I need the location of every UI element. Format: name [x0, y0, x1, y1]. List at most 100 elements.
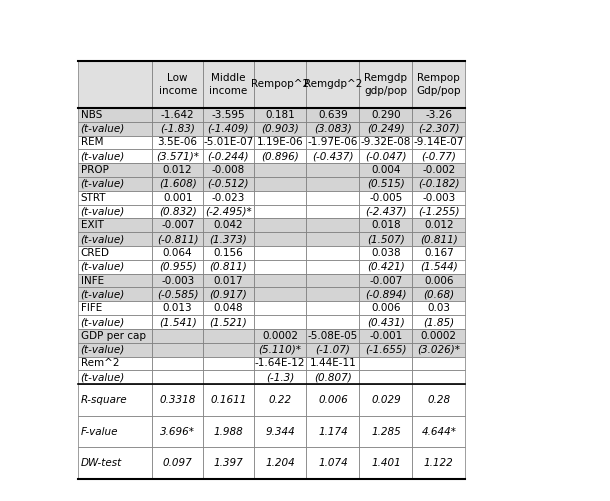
Text: (1.541): (1.541): [159, 317, 196, 327]
Bar: [77, 122, 152, 136]
Bar: [359, 191, 412, 204]
Bar: [152, 163, 203, 177]
Text: (-0.894): (-0.894): [365, 290, 407, 300]
Text: (-1.409): (-1.409): [207, 124, 249, 134]
Text: Low
income: Low income: [159, 73, 197, 96]
Bar: [203, 315, 254, 329]
Bar: [412, 384, 465, 416]
Bar: [412, 108, 465, 122]
Bar: [306, 329, 359, 343]
Text: Rempop
Gdp/pop: Rempop Gdp/pop: [417, 73, 461, 96]
Bar: [152, 301, 203, 315]
Bar: [77, 329, 152, 343]
Text: (-0.437): (-0.437): [312, 151, 354, 161]
Bar: [359, 232, 412, 246]
Bar: [359, 177, 412, 191]
Bar: [77, 246, 152, 260]
Text: (0.249): (0.249): [367, 124, 405, 134]
Bar: [203, 447, 254, 479]
Text: -3.26: -3.26: [425, 110, 453, 120]
Text: 1.401: 1.401: [371, 458, 401, 468]
Bar: [359, 447, 412, 479]
Bar: [254, 416, 306, 447]
Text: -3.595: -3.595: [212, 110, 245, 120]
Text: (0.807): (0.807): [314, 372, 352, 382]
Bar: [203, 246, 254, 260]
Bar: [152, 288, 203, 301]
Bar: [77, 315, 152, 329]
Bar: [254, 218, 306, 232]
Bar: [412, 204, 465, 218]
Bar: [254, 301, 306, 315]
Bar: [359, 108, 412, 122]
Bar: [254, 232, 306, 246]
Text: -0.002: -0.002: [422, 165, 456, 175]
Bar: [412, 163, 465, 177]
Text: 1.988: 1.988: [214, 427, 243, 436]
Text: 0.28: 0.28: [427, 395, 450, 405]
Text: EXIT: EXIT: [81, 220, 103, 230]
Bar: [152, 447, 203, 479]
Text: (3.083): (3.083): [314, 124, 352, 134]
Bar: [77, 416, 152, 447]
Bar: [412, 357, 465, 370]
Text: 0.012: 0.012: [163, 165, 193, 175]
Text: (3.571)*: (3.571)*: [156, 151, 199, 161]
Text: -0.003: -0.003: [161, 276, 194, 286]
Text: 0.017: 0.017: [214, 276, 243, 286]
Bar: [306, 315, 359, 329]
Text: PROP: PROP: [81, 165, 109, 175]
Text: 0.064: 0.064: [163, 248, 193, 258]
Text: (t-value): (t-value): [81, 234, 125, 244]
Bar: [203, 122, 254, 136]
Bar: [359, 260, 412, 274]
Text: (t-value): (t-value): [81, 262, 125, 272]
Bar: [306, 447, 359, 479]
Bar: [359, 416, 412, 447]
Text: (0.955): (0.955): [159, 262, 196, 272]
Text: FIFE: FIFE: [81, 303, 102, 313]
Bar: [77, 232, 152, 246]
Bar: [306, 384, 359, 416]
Text: Rempop^2: Rempop^2: [251, 80, 309, 89]
Bar: [412, 232, 465, 246]
Bar: [306, 177, 359, 191]
Text: (1.373): (1.373): [209, 234, 247, 244]
Text: 1.204: 1.204: [265, 458, 295, 468]
Bar: [152, 343, 203, 357]
Text: CRED: CRED: [81, 248, 110, 258]
Bar: [359, 163, 412, 177]
Text: 0.006: 0.006: [424, 276, 454, 286]
Bar: [306, 301, 359, 315]
Bar: [359, 61, 412, 108]
Text: 0.097: 0.097: [163, 458, 193, 468]
Bar: [77, 274, 152, 288]
Bar: [203, 177, 254, 191]
Text: 0.1611: 0.1611: [210, 395, 246, 405]
Bar: [359, 204, 412, 218]
Bar: [412, 288, 465, 301]
Bar: [77, 370, 152, 384]
Bar: [77, 301, 152, 315]
Bar: [77, 177, 152, 191]
Bar: [152, 232, 203, 246]
Bar: [152, 136, 203, 149]
Bar: [254, 315, 306, 329]
Bar: [203, 163, 254, 177]
Text: (1.521): (1.521): [209, 317, 247, 327]
Text: (1.608): (1.608): [159, 179, 196, 189]
Text: (-0.77): (-0.77): [422, 151, 456, 161]
Bar: [306, 246, 359, 260]
Bar: [152, 108, 203, 122]
Text: Rem^2: Rem^2: [81, 358, 119, 368]
Bar: [359, 218, 412, 232]
Bar: [152, 246, 203, 260]
Text: 0.156: 0.156: [214, 248, 243, 258]
Bar: [412, 370, 465, 384]
Bar: [77, 384, 152, 416]
Bar: [203, 218, 254, 232]
Bar: [203, 260, 254, 274]
Text: (0.896): (0.896): [261, 151, 299, 161]
Bar: [306, 163, 359, 177]
Text: -0.007: -0.007: [161, 220, 194, 230]
